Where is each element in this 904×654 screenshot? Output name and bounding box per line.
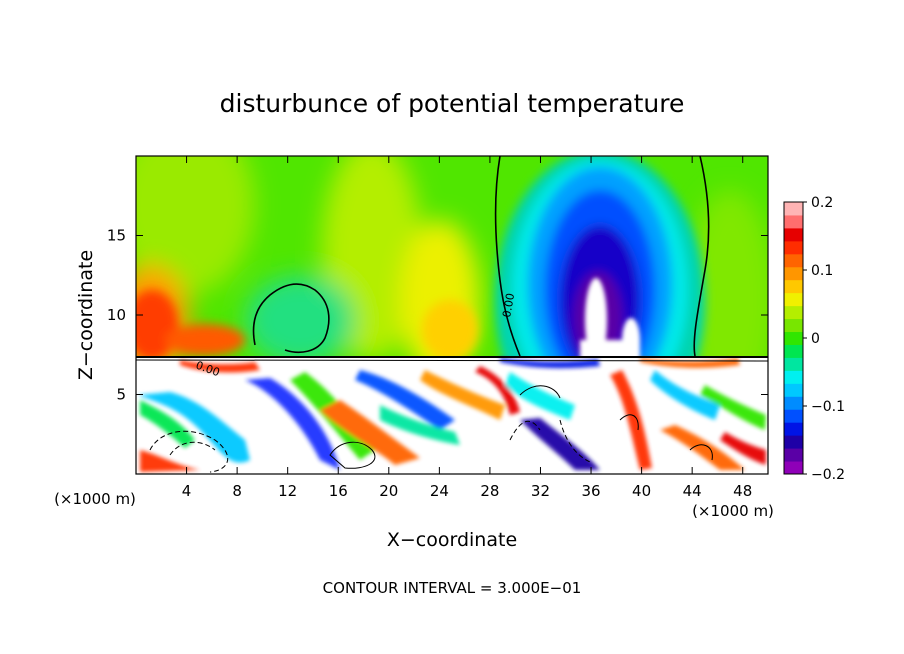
- x-tick-label: 40: [632, 482, 651, 500]
- colorbar-swatch: [784, 202, 803, 216]
- x-tick-label: 8: [232, 482, 242, 500]
- x-unit-label-left: (×1000 m): [54, 490, 136, 508]
- y-axis: 5 10 15: [107, 227, 768, 404]
- x-tick-label: 32: [531, 482, 550, 500]
- colorbar-swatch: [784, 448, 803, 462]
- colorbar-swatch: [784, 305, 803, 320]
- x-tick-label: 44: [683, 482, 702, 500]
- x-unit-label-right: (×1000 m): [692, 502, 774, 520]
- colorbar-swatch: [784, 318, 803, 333]
- colorbar-swatch: [784, 409, 803, 423]
- heatmap-field: 0.00 0.00: [136, 156, 768, 474]
- colorbar-swatch: [784, 292, 803, 307]
- y-tick-label: 5: [116, 386, 126, 404]
- colorbar-swatch: [784, 435, 803, 449]
- y-axis-title: Z−coordinate: [75, 250, 97, 380]
- x-tick-label: 20: [379, 482, 398, 500]
- colorbar-swatch: [784, 357, 803, 371]
- x-tick-label: 48: [733, 482, 752, 500]
- colorbar-tick-label: −0.1: [811, 399, 845, 415]
- colorbar: 0.2 0.1 0 −0.1 −0.2: [783, 195, 845, 483]
- colorbar-swatch: [784, 370, 803, 384]
- chart-title: disturbunce of potential temperature: [220, 89, 685, 118]
- x-tick-label: 4: [182, 482, 192, 500]
- colorbar-tick-label: −0.2: [811, 467, 845, 483]
- colorbar-swatch: [784, 422, 803, 436]
- colorbar-swatch: [784, 331, 803, 345]
- x-tick-label: 28: [480, 482, 499, 500]
- contour-label: 0.00: [500, 292, 517, 318]
- x-tick-label: 24: [430, 482, 449, 500]
- colorbar-tick-label: 0.2: [811, 195, 833, 211]
- colorbar-swatch: [784, 227, 803, 242]
- x-tick-label: 16: [329, 482, 348, 500]
- colorbar-tick-label: 0.1: [811, 263, 833, 279]
- contour-interval-note: CONTOUR INTERVAL = 3.000E−01: [323, 579, 582, 597]
- x-axis-title: X−coordinate: [387, 529, 517, 551]
- colorbar-swatch: [784, 266, 803, 281]
- colorbar-swatch: [784, 396, 803, 410]
- y-tick-label: 10: [107, 306, 126, 324]
- x-tick-label: 12: [278, 482, 297, 500]
- colorbar-swatch: [784, 240, 803, 255]
- x-axis: 4 8 12 16 20 24 28 32 36 40 44 48: [182, 156, 752, 500]
- colorbar-swatch: [784, 214, 803, 229]
- colorbar-tick-label: 0: [811, 331, 820, 347]
- colorbar-swatch: [784, 383, 803, 397]
- x-tick-label: 36: [581, 482, 600, 500]
- y-tick-label: 15: [107, 227, 126, 245]
- colorbar-swatch: [784, 344, 803, 358]
- colorbar-swatch: [784, 279, 803, 294]
- colorbar-swatch: [784, 461, 803, 475]
- colorbar-swatch: [784, 253, 803, 268]
